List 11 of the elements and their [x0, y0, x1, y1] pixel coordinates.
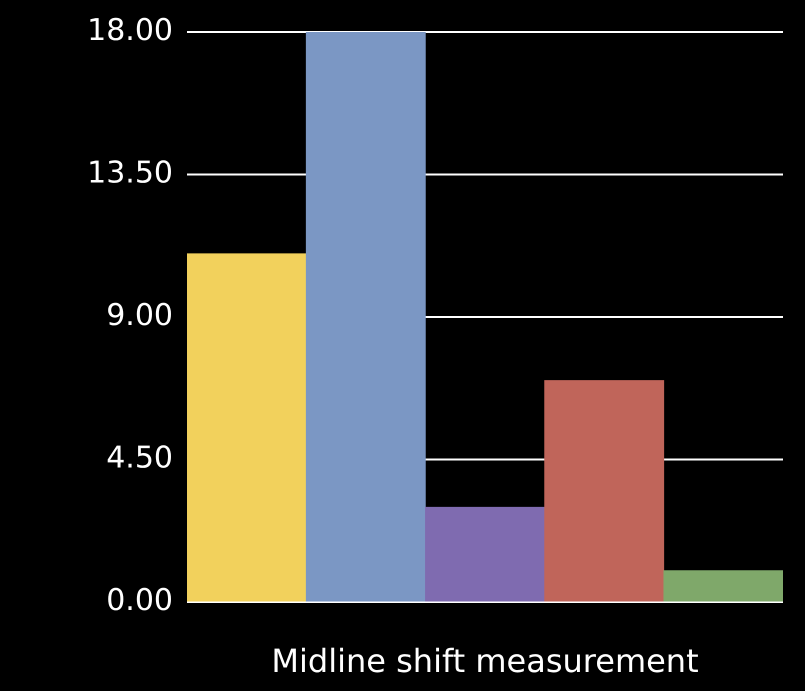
x-axis-title: Midline shift measurement	[271, 642, 699, 680]
bar	[187, 253, 307, 602]
bar	[425, 506, 545, 602]
y-tick-label: 13.50	[87, 155, 173, 190]
y-tick-label: 4.50	[106, 440, 173, 476]
bar	[306, 32, 426, 602]
y-tick-label: 18.00	[87, 12, 173, 48]
y-tick-label: 0.00	[106, 582, 173, 618]
bar	[663, 570, 783, 602]
y-tick-label: 9.00	[106, 298, 173, 333]
bar	[544, 380, 664, 602]
